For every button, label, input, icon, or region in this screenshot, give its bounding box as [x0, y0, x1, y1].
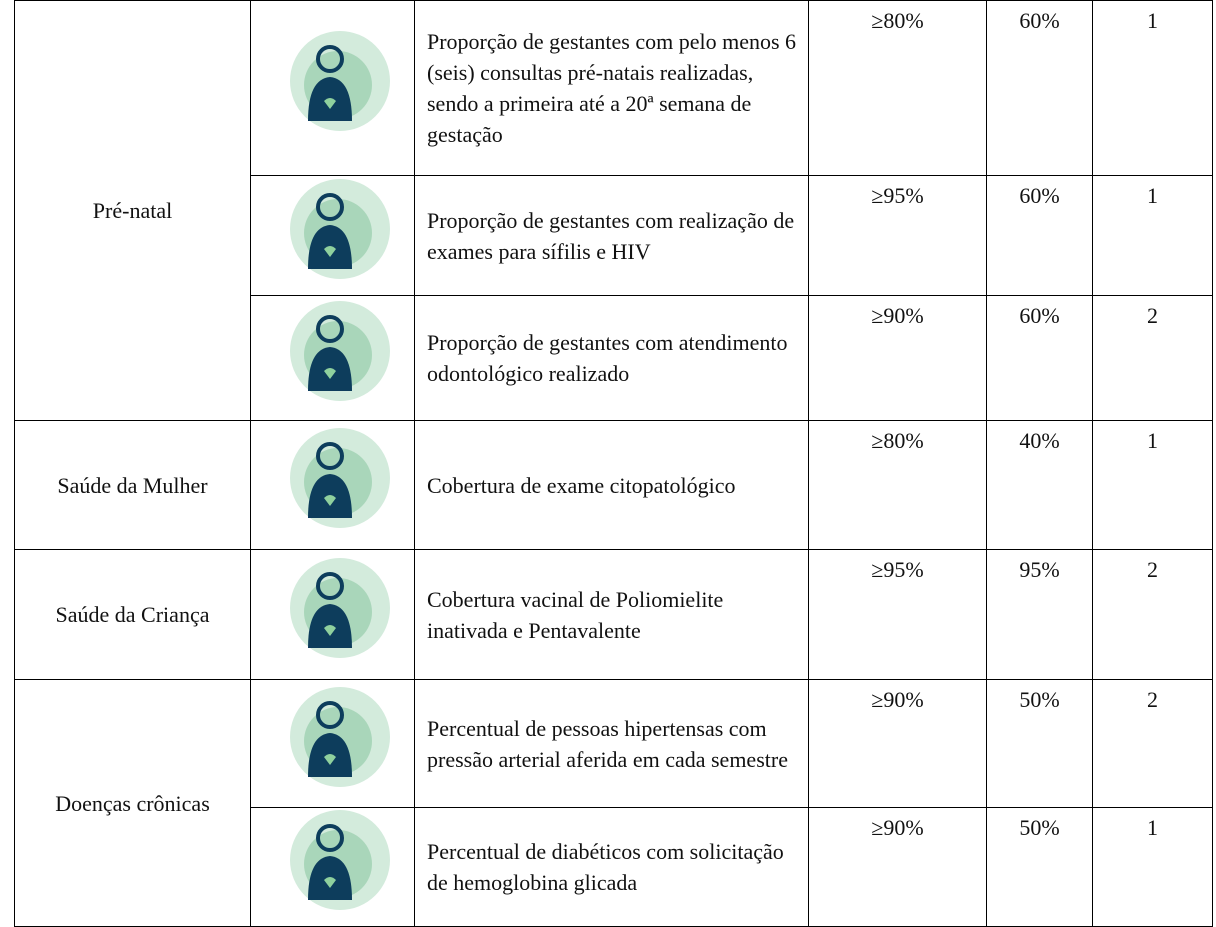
result: 60%: [986, 175, 1093, 296]
result: 60%: [986, 0, 1093, 176]
target: ≥95%: [808, 549, 987, 680]
result: 50%: [986, 807, 1093, 927]
group-name: Doenças crônicas: [14, 679, 251, 927]
icon: [289, 686, 390, 787]
table-row: Saúde da Mulher Cobertura de exame citopa…: [14, 420, 1213, 550]
table-body: Pré-natal Proporção de gestantes com pelo…: [14, 0, 1213, 927]
target: ≥90%: [808, 295, 987, 421]
table-row: Proporção de gestantes com atendimento o…: [15, 295, 1213, 421]
icon: [289, 178, 390, 279]
result: 95%: [986, 549, 1093, 680]
weight: 2: [1092, 679, 1213, 808]
target: ≥90%: [808, 679, 987, 808]
indicator: Proporção de gestantes com atendimento o…: [414, 295, 809, 421]
group-name: Saúde da Criança: [14, 549, 251, 680]
table-row: Proporção de gestantes com realização de…: [15, 175, 1213, 296]
icon: [289, 31, 390, 131]
weight: 2: [1092, 549, 1213, 680]
icon-cell: [250, 807, 415, 927]
result: 40%: [986, 420, 1093, 550]
indicator: Percentual de pessoas hipertensas com pr…: [414, 679, 809, 808]
icon-cell: [250, 0, 415, 176]
weight: 1: [1092, 0, 1213, 176]
weight: 2: [1092, 295, 1213, 421]
icon-cell: [250, 295, 415, 421]
weight: 1: [1092, 175, 1213, 296]
indicator: Proporção de gestantes com pelo menos 6 …: [414, 0, 809, 176]
indicator: Proporção de gestantes com realização de…: [414, 175, 809, 296]
icon-cell: [250, 175, 415, 296]
target: ≥80%: [808, 420, 987, 550]
group-name: Saúde da Mulher: [14, 420, 251, 550]
target: ≥80%: [808, 0, 987, 176]
indicator-table: Pré-natal Proporção de gestantes com pelo…: [14, 0, 1213, 927]
table-row: Pré-natal Proporção de gestantes com pelo…: [14, 0, 1213, 421]
icon: [289, 557, 390, 658]
weight: 1: [1092, 807, 1213, 927]
icon: [289, 810, 390, 910]
indicator: Percentual de diabéticos com solicitação…: [414, 807, 809, 927]
icon: [289, 428, 390, 528]
indicator: Cobertura vacinal de Poliomielite inativ…: [414, 549, 809, 680]
icon-cell: [250, 679, 415, 808]
icon-cell: [250, 549, 415, 680]
weight: 1: [1092, 420, 1213, 550]
icon-cell: [250, 420, 415, 550]
result: 50%: [986, 679, 1093, 808]
group-name: Pré-natal: [14, 0, 251, 421]
table-row: Saúde da Criança Cobertura vacinal de Pol…: [14, 549, 1213, 680]
target: ≥95%: [808, 175, 987, 296]
target: ≥90%: [808, 807, 987, 927]
indicator: Cobertura de exame citopatológico: [414, 420, 809, 550]
table-row: Percentual de diabéticos com solicitação…: [15, 807, 1213, 927]
result: 60%: [986, 295, 1093, 421]
icon: [289, 301, 390, 401]
table-row: Doenças crônicas Percentual de pessoas hi…: [14, 679, 1213, 927]
